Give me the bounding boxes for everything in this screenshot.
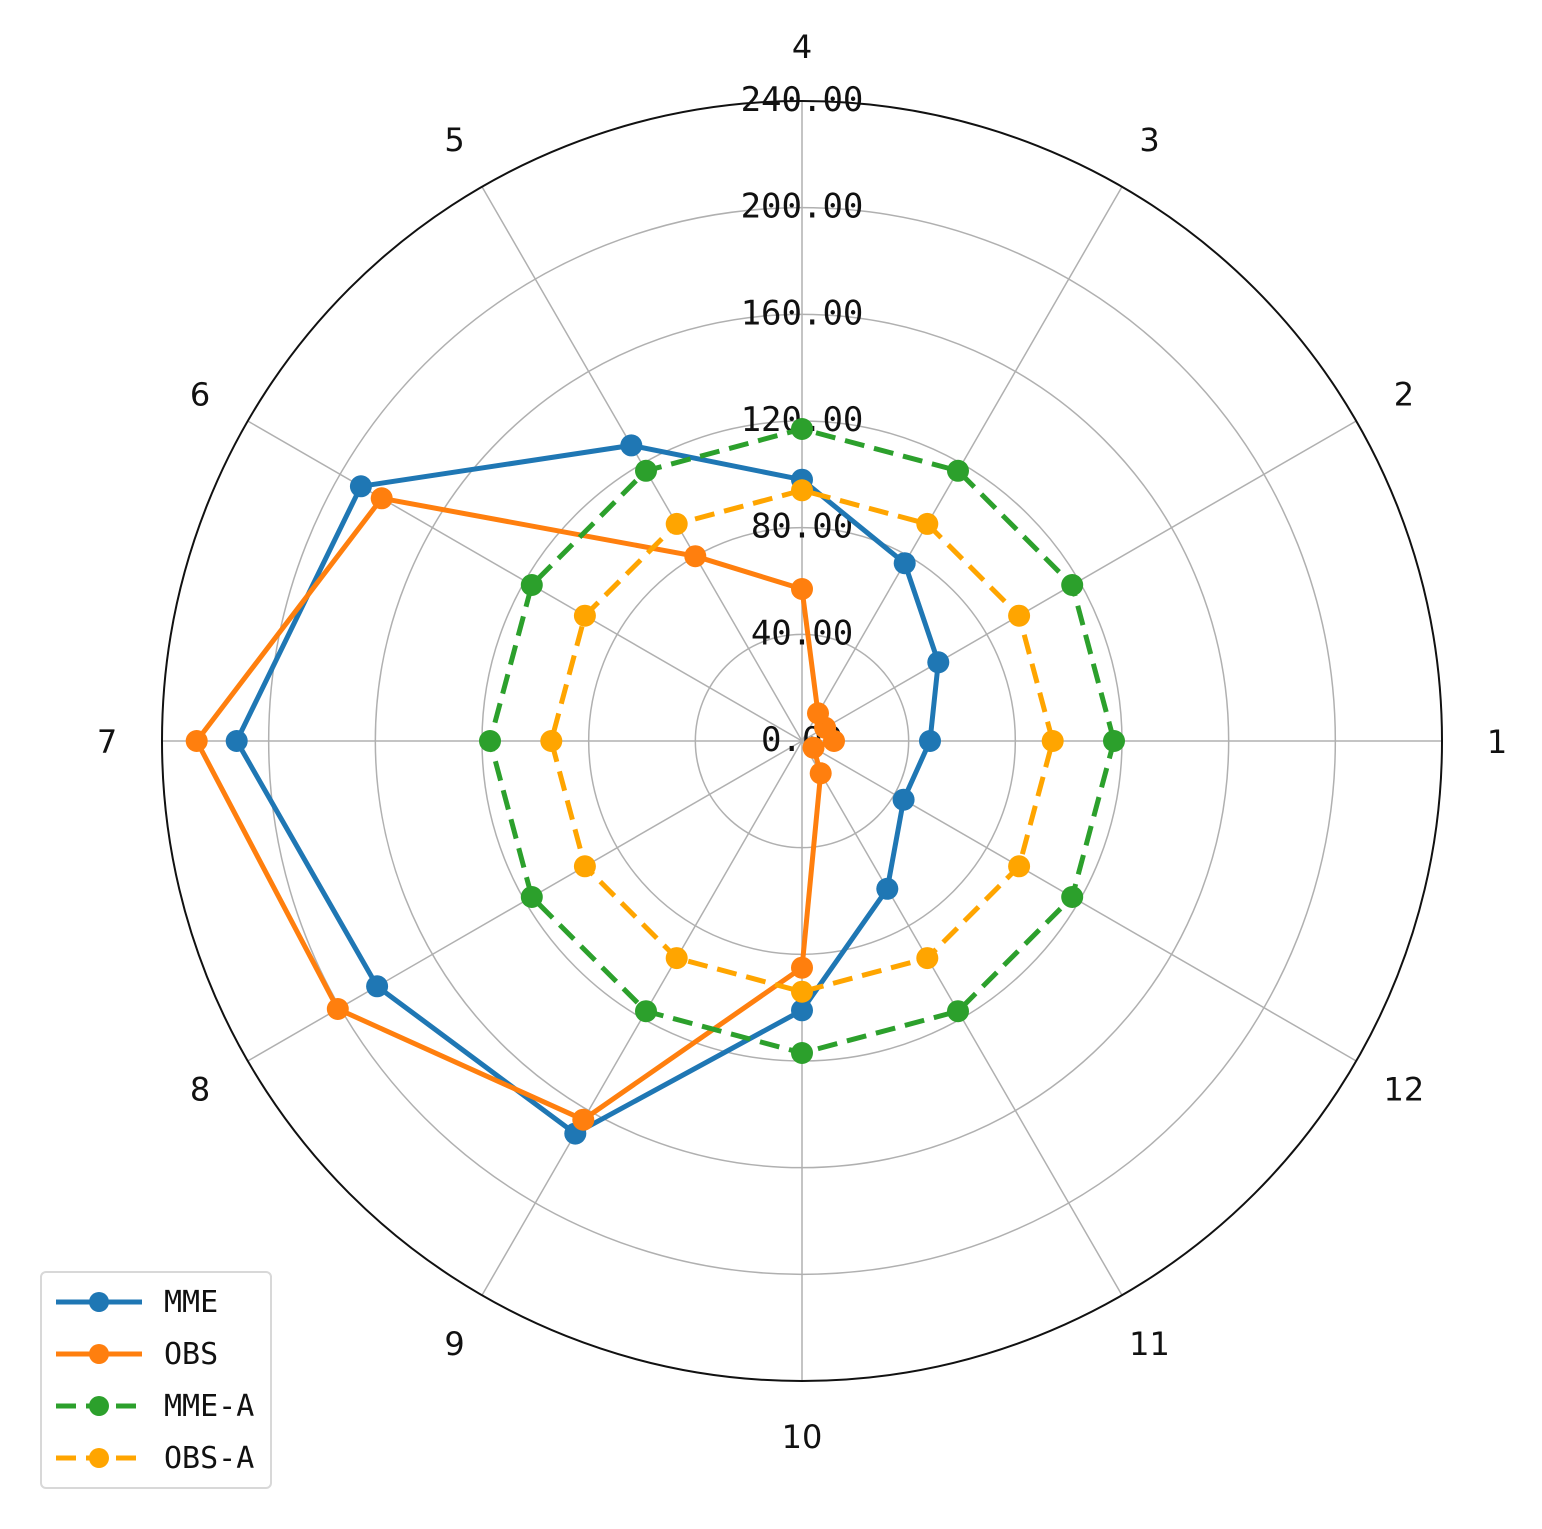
point-obs-3: [807, 702, 829, 725]
series-mme-a: [479, 418, 1125, 1064]
legend-label-obs: OBS: [164, 1336, 219, 1372]
r-tick-label-1: 40.00: [751, 613, 853, 653]
legend-label-mme: MME: [164, 1284, 219, 1320]
point-mme-2: [927, 651, 950, 674]
point-mme-a-5: [635, 459, 657, 482]
point-obs-a-11: [916, 947, 939, 970]
point-obs-a-3: [916, 512, 939, 535]
point-mme-6: [349, 475, 372, 498]
grid-ring-4: [374, 313, 1230, 1169]
point-mme-11: [876, 877, 899, 900]
angle-label-2: 2: [1394, 376, 1414, 414]
legend-swatch-mme: [56, 1292, 142, 1312]
angle-label-6: 6: [190, 376, 210, 414]
angle-label-12: 12: [1384, 1071, 1425, 1109]
point-obs-10: [791, 956, 813, 979]
legend-item-mme-a: MME-A: [52, 1381, 254, 1431]
point-mme-a-9: [635, 1000, 657, 1023]
point-mme-10: [791, 999, 813, 1022]
legend-marker-mme: [89, 1292, 109, 1312]
point-obs-11: [809, 762, 832, 785]
point-mme-a-7: [479, 730, 501, 752]
legend: MME OBS MME-A OBS-A: [40, 1271, 272, 1489]
point-mme-a-11: [947, 1000, 969, 1023]
point-mme-a-10: [791, 1042, 813, 1064]
point-obs-6: [370, 487, 393, 510]
point-obs-a-2: [1008, 604, 1031, 627]
point-obs-a-6: [573, 604, 596, 627]
point-obs-8: [326, 998, 349, 1020]
point-obs-a-10: [791, 980, 813, 1003]
point-mme-12: [892, 788, 915, 811]
point-mme-8: [366, 975, 389, 998]
angle-label-7: 7: [97, 723, 117, 761]
point-mme-a-6: [520, 574, 543, 596]
grid-ring-1: [694, 633, 910, 849]
angle-label-5: 5: [444, 121, 464, 159]
angle-label-11: 11: [1129, 1325, 1170, 1363]
point-mme-a-12: [1061, 886, 1084, 908]
point-mme-1: [919, 730, 941, 752]
point-mme-7: [225, 730, 248, 752]
angle-label-4: 4: [792, 28, 812, 66]
point-obs-7: [185, 730, 208, 752]
legend-label-obs-a: OBS-A: [164, 1440, 255, 1476]
r-tick-label-2: 80.00: [751, 507, 853, 547]
point-obs-9: [572, 1108, 595, 1131]
grid-ring-5: [267, 206, 1337, 1276]
legend-item-mme: MME: [52, 1277, 218, 1327]
point-mme-a-8: [520, 886, 543, 908]
angle-label-9: 9: [444, 1325, 464, 1363]
series-obs: [185, 487, 845, 1131]
angle-label-8: 8: [190, 1071, 210, 1109]
legend-swatch-mme-a: [56, 1396, 142, 1416]
point-obs-a-1: [1041, 730, 1064, 752]
r-tick-label-5: 200.00: [741, 187, 864, 227]
angle-label-1: 1: [1487, 723, 1507, 761]
angle-label-10: 10: [782, 1418, 823, 1456]
point-obs-a-4: [791, 479, 813, 502]
point-mme-a-4: [791, 418, 813, 440]
legend-swatch-obs: [56, 1344, 142, 1364]
point-mme-a-2: [1061, 574, 1084, 596]
point-obs-4: [791, 578, 813, 600]
angle-label-3: 3: [1139, 121, 1159, 159]
point-obs-a-12: [1008, 855, 1031, 878]
legend-marker-mme-a: [89, 1396, 109, 1416]
series-layer: [185, 418, 1125, 1145]
point-mme-a-1: [1103, 730, 1125, 752]
point-mme-3: [893, 552, 916, 575]
r-tick-label-4: 160.00: [741, 293, 864, 333]
legend-marker-obs-a: [89, 1448, 109, 1468]
legend-item-obs-a: OBS-A: [52, 1433, 254, 1483]
point-obs-a-8: [573, 855, 596, 878]
point-obs-5: [684, 545, 707, 568]
point-obs-a-9: [665, 947, 688, 970]
point-mme-5: [620, 434, 643, 457]
point-mme-a-3: [947, 459, 969, 482]
legend-label-mme-a: MME-A: [164, 1388, 255, 1424]
point-obs-12: [802, 736, 825, 759]
series-line-obs: [194, 495, 837, 1123]
outer-frame: [161, 100, 1443, 1382]
legend-swatch-obs-a: [56, 1448, 142, 1468]
point-obs-a-5: [665, 512, 688, 535]
series-obs-a: [540, 479, 1064, 1003]
point-obs-a-7: [540, 730, 563, 752]
legend-marker-obs: [89, 1344, 109, 1364]
legend-item-obs: OBS: [52, 1329, 218, 1379]
r-tick-label-6: 240.00: [741, 80, 864, 120]
